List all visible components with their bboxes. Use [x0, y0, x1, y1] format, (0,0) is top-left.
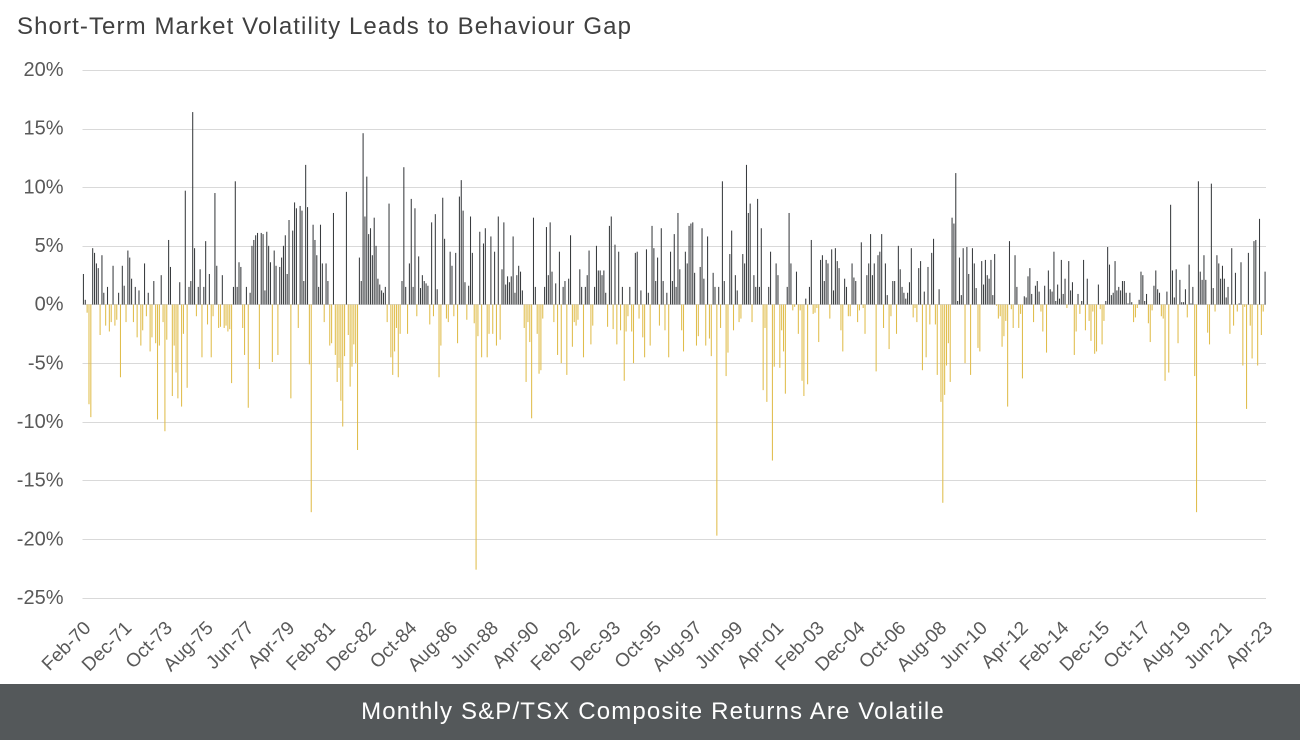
svg-text:5%: 5% [35, 235, 64, 257]
svg-text:Apr-23: Apr-23 [1222, 618, 1277, 673]
svg-text:-15%: -15% [17, 470, 64, 492]
svg-text:20%: 20% [23, 59, 63, 81]
svg-text:-25%: -25% [17, 587, 64, 609]
svg-text:-5%: -5% [28, 352, 64, 374]
svg-text:-20%: -20% [17, 528, 64, 550]
svg-text:-10%: -10% [17, 411, 64, 433]
svg-text:15%: 15% [23, 118, 63, 140]
svg-text:0%: 0% [35, 294, 64, 316]
svg-text:10%: 10% [23, 176, 63, 198]
